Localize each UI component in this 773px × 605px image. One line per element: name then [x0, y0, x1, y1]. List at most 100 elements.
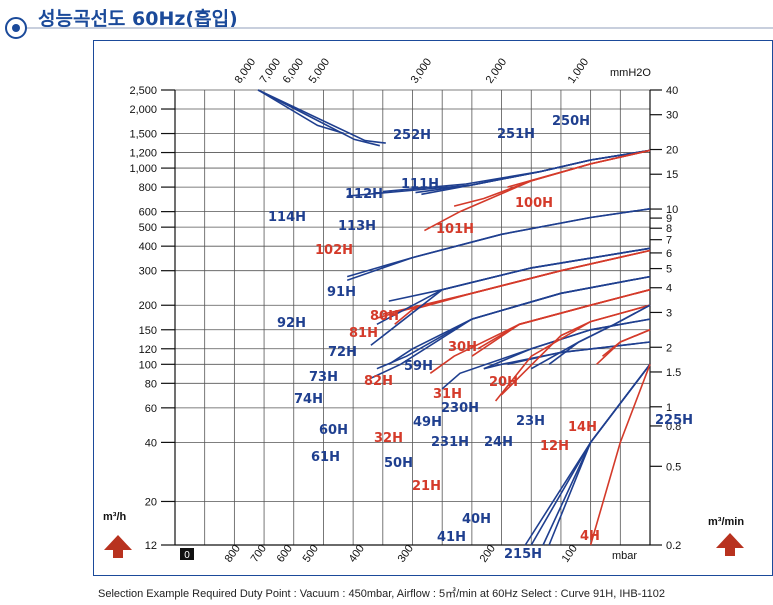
bottom-tick-label: 300 — [396, 543, 416, 565]
left-tick-label: 100 — [139, 359, 157, 371]
up-arrow-icon — [716, 533, 744, 556]
curve-74H — [370, 247, 651, 346]
curve-252H — [257, 89, 386, 144]
curve-12H — [596, 329, 651, 365]
curve-label: 4H — [580, 529, 600, 544]
curve-label: 20H — [489, 375, 518, 390]
curve-label: 41H — [437, 530, 466, 545]
curve-label: 250H — [552, 114, 590, 129]
curve-label: 74H — [294, 392, 323, 407]
left-tick-label: 40 — [145, 437, 157, 449]
curve-label: 23H — [516, 414, 545, 429]
curve-231H — [483, 341, 651, 370]
curve-label: 21H — [412, 479, 441, 494]
curve-label: 92H — [277, 316, 306, 331]
curve-32H — [429, 288, 651, 374]
zero-label-box — [180, 548, 194, 560]
curve-label: 81H — [349, 326, 378, 341]
bottom-tick-label: 400 — [347, 543, 367, 565]
curve-label: 12H — [540, 439, 569, 454]
top-tick-label: 1,000 — [566, 56, 592, 85]
left-tick-label: 800 — [139, 182, 157, 194]
left-tick-label: 80 — [145, 378, 157, 390]
curve-102H — [424, 149, 651, 232]
curve-4H — [589, 364, 651, 546]
top-tick-label: 8,000 — [233, 56, 259, 85]
header: 성능곡선도 60Hz(흡입) — [0, 0, 773, 42]
right-tick-label: 2 — [666, 342, 672, 354]
left-tick-label: 1,200 — [129, 148, 157, 160]
right-tick-label: 8 — [666, 223, 672, 235]
selection-example-note: Selection Example Required Duty Point : … — [98, 588, 665, 600]
curve-label: 215H — [504, 547, 542, 562]
curve-label: 31H — [433, 387, 462, 402]
curve-label: 251H — [497, 127, 535, 142]
curve-82H — [394, 249, 651, 325]
top-tick-label: 3,000 — [409, 56, 435, 85]
curve-72H — [388, 247, 651, 302]
bottom-tick-label: 800 — [223, 543, 243, 565]
curve-label: 49H — [413, 415, 442, 430]
top-axis-title: mmH2O — [610, 67, 651, 79]
left-tick-label: 60 — [145, 403, 157, 415]
right-tick-label: 30 — [666, 110, 678, 122]
bottom-tick-label: 500 — [301, 543, 321, 565]
curve-label: 111H — [401, 177, 439, 192]
left-tick-label: 500 — [139, 222, 157, 234]
curve-label: 100H — [515, 196, 553, 211]
right-tick-label: 1 — [666, 402, 672, 414]
curve-label: 32H — [374, 431, 403, 446]
left-tick-label: 600 — [139, 207, 157, 219]
curve-40H — [542, 363, 651, 546]
curve-230H — [507, 341, 651, 366]
top-tick-label: 5,000 — [307, 56, 333, 85]
curve-label: 82H — [364, 374, 393, 389]
curve-label: 61H — [311, 450, 340, 465]
curve-label: 91H — [327, 285, 356, 300]
curve-label: 113H — [338, 219, 376, 234]
top-tick-label: 2,000 — [484, 56, 510, 85]
top-tick-label: 7,000 — [258, 56, 284, 85]
curve-49H — [483, 318, 651, 370]
curve-label: 252H — [393, 128, 431, 143]
right-tick-label: 1.5 — [666, 367, 681, 379]
curve-label: 225H — [655, 413, 693, 428]
left-tick-label: 1,500 — [129, 129, 157, 141]
right-tick-label: 9 — [666, 213, 672, 225]
right-tick-label: 3 — [666, 307, 672, 319]
left-tick-label: 2,500 — [129, 85, 157, 97]
curve-label: 40H — [462, 512, 491, 527]
bottom-tick-label: 600 — [275, 543, 295, 565]
up-arrow-icon — [104, 535, 132, 558]
curve-label: 101H — [436, 222, 474, 237]
curve-label: 230H — [441, 401, 479, 416]
curve-label: 50H — [384, 456, 413, 471]
right-tick-label: 6 — [666, 248, 672, 260]
curve-250H — [257, 89, 345, 135]
left-tick-label: 1,000 — [129, 163, 157, 175]
right-tick-label: 0.2 — [666, 540, 681, 552]
right-axis-title: m³/min — [708, 516, 744, 528]
right-tick-label: 5 — [666, 264, 672, 276]
curve-24H — [530, 304, 651, 370]
left-tick-label: 300 — [139, 266, 157, 278]
top-tick-label: 6,000 — [281, 56, 307, 85]
left-tick-label: 120 — [139, 344, 157, 356]
right-tick-label: 0.5 — [666, 461, 681, 473]
curve-251H — [257, 89, 380, 147]
right-tick-label: 40 — [666, 85, 678, 97]
right-tick-label: 20 — [666, 145, 678, 157]
bottom-tick-label: 200 — [478, 543, 498, 565]
curve-114H — [347, 149, 651, 197]
right-tick-label: 15 — [666, 169, 678, 181]
left-tick-label: 2,000 — [129, 104, 157, 116]
curve-label: 72H — [328, 345, 357, 360]
curve-label: 231H — [431, 435, 469, 450]
right-tick-label: 0.8 — [666, 421, 681, 433]
title-divider — [27, 27, 773, 29]
curve-91H — [346, 208, 651, 278]
curve-label: 14H — [568, 420, 597, 435]
right-tick-label: 4 — [666, 283, 672, 295]
right-tick-label: 7 — [666, 235, 672, 247]
